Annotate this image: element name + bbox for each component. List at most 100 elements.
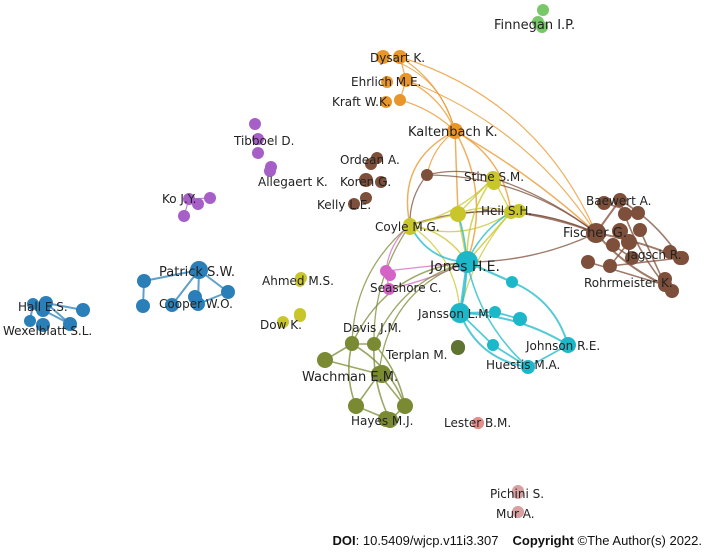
author-node (360, 192, 372, 204)
network-labels: Finnegan I.P. Dysart K. Ehrlich M.E. Kraft … (3, 18, 682, 521)
doi-text: DOI: 10.5409/wjcp.v11i3.307 (332, 532, 499, 548)
author-label-coyle: Coyle M.G. (375, 220, 440, 234)
author-node (317, 352, 333, 368)
author-node-ehrlich (399, 73, 413, 87)
author-node (136, 299, 150, 313)
author-label-ahmed: Ahmed M.S. (262, 274, 334, 288)
author-node (513, 312, 527, 326)
author-node (24, 315, 36, 327)
author-node (380, 96, 392, 108)
author-node-heil (504, 205, 518, 219)
author-label-davis: Davis J.M. (343, 321, 402, 335)
author-node-hayes (378, 411, 394, 427)
coauthor-edge (351, 261, 468, 345)
author-node (27, 298, 39, 310)
author-node-mur (512, 506, 524, 518)
coauthor-edge (466, 232, 597, 263)
author-label-patrick: Patrick S.W. (159, 265, 235, 280)
coauthor-edge (454, 130, 597, 234)
coauthor-edge (351, 224, 411, 345)
author-node (487, 339, 499, 351)
author-label-kelly: Kelly L.E. (317, 198, 371, 212)
author-node-pichini (512, 485, 524, 497)
author-node-dysart (393, 50, 407, 64)
author-node (489, 306, 501, 318)
coauthor-edge (454, 130, 459, 215)
author-node-fischer (586, 223, 606, 243)
author-label-mur: Mur A. (496, 507, 535, 521)
author-label-ko: Ko J.Y. (162, 192, 197, 206)
author-label-kraft: Kraft W.K. (332, 95, 391, 109)
author-label-finnegan: Finnegan I.P. (494, 18, 575, 33)
author-node-finnegan (532, 16, 544, 28)
author-node-huestis (521, 360, 535, 374)
author-label-baewert: Baewert A. (586, 194, 651, 208)
author-node (63, 317, 77, 331)
author-node (421, 169, 433, 181)
author-label-wachman: Wachman E.M. (302, 370, 398, 385)
coauthor-edge (511, 281, 569, 346)
author-node (537, 4, 549, 16)
author-node-jagsch (673, 251, 687, 265)
author-label-dysart: Dysart K. (370, 51, 425, 65)
author-node-davis (345, 336, 359, 350)
author-node-cooper (188, 290, 202, 304)
author-node-rohrmeister (658, 278, 672, 292)
coauthorship-network: Finnegan I.P. Dysart K. Ehrlich M.E. Kraft … (3, 4, 689, 521)
author-node (249, 118, 261, 130)
author-label-dow: Dow K. (260, 318, 302, 332)
author-node-wexelblatt (36, 318, 50, 332)
author-node-seashore (384, 269, 396, 281)
author-node (178, 210, 190, 222)
author-label-wexelblatt: Wexelblatt S.L. (3, 324, 92, 338)
author-label-pichini: Pichini S. (490, 487, 544, 501)
author-node-kelly (348, 198, 360, 210)
author-node-allegaert (264, 165, 276, 177)
author-node (631, 206, 645, 220)
author-node-coyle (403, 218, 417, 232)
author-label-jagsch: Jagsch R. (626, 248, 682, 262)
author-node-patrick (190, 261, 208, 279)
author-node-lester (472, 417, 484, 429)
author-node (376, 50, 390, 64)
author-node (581, 255, 595, 269)
author-label-terplan: Terplan M. (385, 348, 448, 362)
author-label-seashore: Seashore C. (370, 281, 442, 295)
coauthor-edge (466, 261, 529, 368)
author-node (367, 337, 381, 351)
coauthor-edge (492, 177, 597, 234)
author-node (621, 234, 637, 250)
author-label-lester: Lester B.M. (444, 416, 511, 430)
author-node-tibboel (252, 133, 264, 145)
author-node-baewert (613, 193, 627, 207)
author-label-kaltenbach: Kaltenbach K. (408, 125, 498, 140)
figure-footer: DOI: 10.5409/wjcp.v11i3.307 Copyright ©T… (0, 528, 708, 552)
author-node-kaltenbach (447, 123, 463, 139)
author-node-ahmed (295, 272, 307, 284)
coauthor-edge (373, 261, 468, 345)
author-node (625, 251, 639, 265)
author-label-koren: Koren G. (340, 175, 391, 189)
author-node (183, 193, 195, 205)
author-label-hayes: Hayes M.J. (351, 414, 413, 428)
author-node (618, 207, 632, 221)
author-node (603, 259, 617, 273)
author-node-dow (294, 310, 306, 322)
author-label-hall: Hall E.S. (18, 300, 68, 314)
coauthor-edge (405, 79, 597, 234)
network-nodes (24, 4, 689, 518)
author-label-ehrlich: Ehrlich M.E. (351, 75, 421, 89)
author-node (597, 196, 611, 210)
author-node (277, 316, 289, 328)
author-node (612, 223, 628, 239)
author-node-ko (192, 198, 204, 210)
author-label-heil: Heil S.H. (481, 204, 532, 218)
author-node (165, 298, 179, 312)
author-label-fischer: Fischer G. (563, 226, 627, 241)
author-label-jones: Jones H.E. (429, 259, 500, 275)
author-label-johnson: Johnson R.E. (525, 339, 600, 353)
author-node (252, 147, 264, 159)
author-node-kraft (394, 94, 406, 106)
author-node (381, 76, 393, 88)
author-node (221, 285, 235, 299)
